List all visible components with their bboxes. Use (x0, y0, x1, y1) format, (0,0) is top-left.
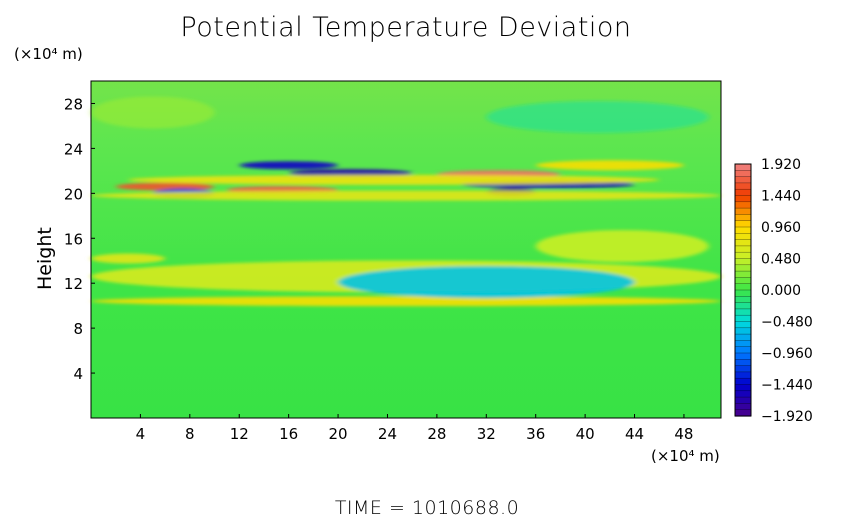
colorbar-segment (735, 290, 751, 297)
heatmap-band-16 (91, 253, 166, 264)
colorbar-segment (735, 176, 751, 184)
colorbar-label: −1.440 (761, 378, 813, 394)
colorbar-segment (735, 403, 751, 411)
heatmap-band-15 (486, 100, 709, 133)
colorbar-segment (735, 170, 751, 178)
colorbar-segment (735, 227, 751, 234)
y-tick-label: 16 (64, 230, 83, 248)
y-tick-label: 8 (73, 320, 83, 338)
colorbar-segment (735, 182, 751, 190)
colorbar: 1.920 1.440 0.960 0.480 0.000 −0.480 −0.960 −1.… (734, 157, 813, 425)
colorbar-segment (735, 239, 751, 247)
colorbar-label: −0.960 (761, 346, 813, 362)
colorbar-segment (735, 258, 751, 266)
chart-title: Potential Temperature Deviation (180, 12, 632, 43)
colorbar-label: 1.440 (761, 189, 801, 205)
colorbar-segment (735, 283, 751, 291)
colorbar-segment (735, 346, 751, 354)
colorbar-segment (735, 315, 751, 323)
colorbar-segment (735, 164, 751, 171)
colorbar-segment (735, 378, 751, 386)
colorbar-segment (735, 264, 751, 272)
time-label: TIME = 1010688.0 (334, 497, 520, 519)
colorbar-segment (735, 271, 751, 278)
x-tick-label: 28 (427, 425, 446, 443)
x-tick-label: 48 (674, 425, 693, 443)
x-tick-label: 44 (625, 425, 644, 443)
colorbar-segment (735, 359, 751, 367)
colorbar-segment (735, 340, 751, 348)
colorbar-segment (735, 296, 751, 304)
heatmap-band-2 (239, 161, 339, 170)
heatmap-field (90, 80, 722, 419)
colorbar-segment (735, 208, 751, 215)
plot-frame (90, 80, 722, 419)
colorbar-label: 0.960 (761, 220, 801, 236)
colorbar-segment (735, 308, 751, 316)
colorbar-segment (735, 371, 751, 379)
x-axis-unit: (×10⁴ m) (651, 447, 720, 465)
y-tick-label: 4 (73, 365, 83, 383)
colorbar-segment (735, 353, 751, 360)
x-tick-label: 24 (378, 425, 397, 443)
x-tick-label: 8 (185, 425, 195, 443)
colorbar-label: −0.480 (761, 315, 813, 331)
colorbar-segment (735, 365, 751, 373)
colorbar-segment (735, 334, 751, 341)
heatmap-band-10 (91, 190, 721, 201)
colorbar-label: 0.480 (761, 252, 801, 268)
colorbar-label: −1.920 (761, 409, 813, 425)
colorbar-segment (735, 327, 751, 335)
colorbar-segment (735, 189, 751, 197)
colorbar-segment (735, 252, 751, 260)
heatmap-band-12 (91, 296, 721, 307)
colorbar-segment (735, 397, 751, 404)
colorbar-segment (735, 220, 751, 228)
x-tick-label: 32 (477, 425, 496, 443)
heatmap-band-8 (535, 160, 684, 171)
x-tick-label: 20 (329, 425, 348, 443)
heatmap-band-9 (128, 174, 660, 185)
y-tick-label: 24 (64, 140, 83, 158)
x-tick-label: 40 (576, 425, 595, 443)
x-tick-label: 12 (230, 425, 249, 443)
colorbar-segment (735, 302, 751, 310)
y-axis-unit: (×10⁴ m) (14, 45, 83, 63)
heatmap-band-17 (535, 230, 709, 263)
colorbar-segment (735, 245, 751, 253)
colorbar-segment (735, 277, 751, 285)
colorbar-segment (735, 195, 751, 203)
heatmap-band-13 (338, 266, 635, 299)
heatmap-band-14 (91, 96, 215, 129)
colorbar-label: 1.920 (761, 157, 801, 173)
x-tick-label: 16 (279, 425, 298, 443)
colorbar-frame (734, 163, 752, 417)
y-tick-label: 20 (64, 185, 83, 203)
y-tick-label: 28 (64, 95, 83, 113)
colorbar-label: 0.000 (761, 283, 801, 299)
colorbar-segment (735, 384, 751, 392)
x-tick-label: 36 (526, 425, 545, 443)
colorbar-segment (735, 214, 751, 222)
colorbar-segment (735, 233, 751, 241)
colorbar-segment (735, 409, 751, 417)
colorbar-segment (735, 201, 751, 209)
colorbar-segment (735, 321, 751, 329)
x-tick-label: 4 (136, 425, 146, 443)
y-tick-label: 12 (64, 275, 83, 293)
colorbar-segment (735, 390, 751, 398)
